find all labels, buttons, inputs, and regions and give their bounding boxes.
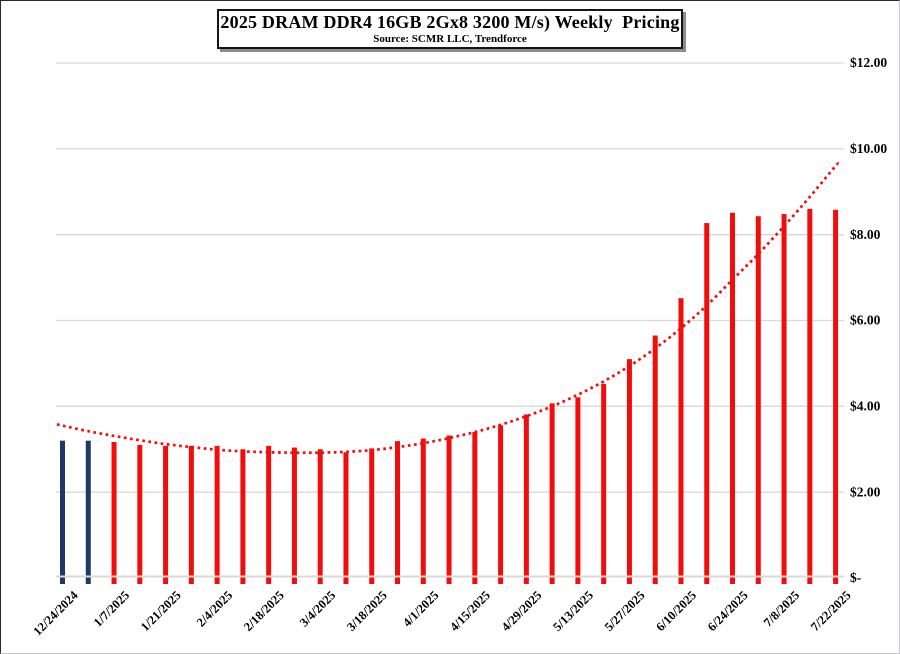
bar [678,298,684,584]
bar [781,214,787,585]
x-axis-tick-label: 12/24/2024 [30,588,81,639]
bar [317,449,323,584]
bar [137,444,143,584]
bar [420,438,426,584]
bar [575,397,581,584]
chart-title: 2025 DRAM DDR4 16GB 2Gx8 3200 M/s) Weekl… [220,12,680,32]
x-axis-tick-label: 4/29/2025 [499,588,545,634]
bar [730,212,736,584]
bars-group [60,208,839,585]
bar [523,414,529,584]
chart-source-subtitle: Source: SCMR LLC, Trendforce [373,33,527,45]
y-axis-tick-label: $8.00 [850,227,881,242]
bar [395,441,401,584]
bar [498,425,504,584]
bar [807,208,813,584]
bar [111,441,117,584]
x-axis-tick-label: 1/7/2025 [91,588,132,629]
bar [626,359,632,584]
y-axis-tick-label: $- [850,570,861,585]
x-axis-tick-label: 6/10/2025 [653,588,699,634]
x-axis-tick-label: 1/21/2025 [138,588,184,634]
y-axis-tick-label: $4.00 [850,398,881,413]
gridlines-group [56,62,844,493]
x-axis-tick-label: 3/4/2025 [297,588,338,629]
x-axis-tick-label: 5/27/2025 [602,588,648,634]
x-axis-tick-label: 2/4/2025 [194,588,235,629]
bar [472,432,478,584]
bar [60,440,65,584]
bar [163,445,169,584]
bar [188,445,194,584]
x-axis-tick-label: 2/18/2025 [241,588,287,634]
y-axis-tick-label: $12.00 [850,55,887,70]
x-axis-tick-label: 7/22/2025 [808,588,854,634]
x-axis-tick-label: 6/24/2025 [705,588,751,634]
x-axis-tick-label: 7/8/2025 [761,588,802,629]
bar [343,452,349,584]
bar [446,435,452,584]
bar [755,216,761,584]
x-axis-tick-label: 3/18/2025 [344,588,390,634]
x-axis-labels-group: 12/24/2024 1/7/2025 1/21/2025 2/4/2025 2/18/… [30,588,853,639]
y-axis-labels-group: $- $2.00 $4.00 $6.00 $8.00 $10.00 $12.00 [850,55,887,585]
x-axis-tick-label: 5/13/2025 [550,588,596,634]
y-axis-tick-label: $10.00 [850,141,887,156]
y-axis-tick-label: $2.00 [850,484,881,499]
bar [601,384,607,584]
bar [214,445,220,584]
bar [240,449,246,584]
x-axis-tick-label: 4/15/2025 [447,588,493,634]
bar [652,335,658,584]
bar [833,209,839,584]
bar [704,223,710,584]
bar [266,445,272,584]
bar [291,447,297,584]
y-axis-tick-label: $6.00 [850,313,881,328]
bar [85,440,91,584]
x-axis-tick-label: 4/1/2025 [400,588,441,629]
chart-title-box: 2025 DRAM DDR4 16GB 2Gx8 3200 M/s) Weekl… [217,9,683,49]
bar [549,403,555,584]
trendline-dotted [56,161,841,455]
bar [369,448,375,584]
